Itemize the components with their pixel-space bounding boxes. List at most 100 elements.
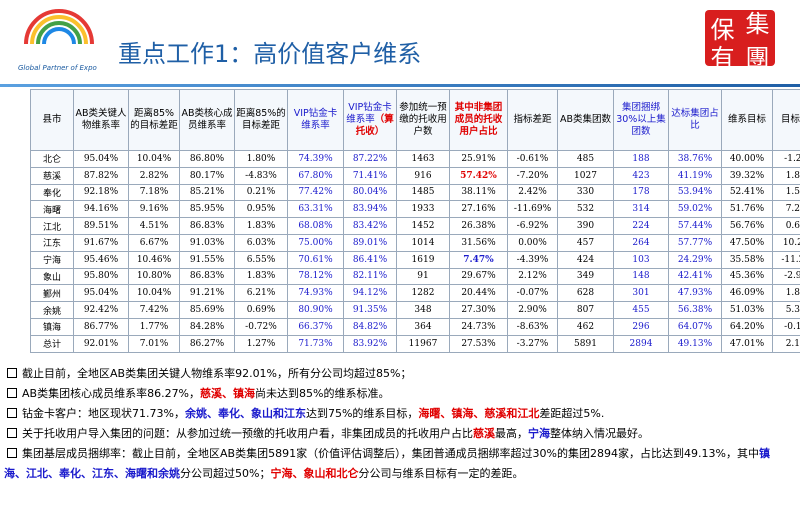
header-cell: 其中非集团成员的托收用户占比 — [449, 89, 508, 151]
table-cell: 1.77% — [128, 317, 180, 336]
header-cell: 集团捆绑30%以上集团数 — [613, 89, 669, 151]
table-cell: 1.53% — [772, 183, 800, 202]
table-cell: 485 — [557, 150, 614, 168]
bullet-text: 镇海、江北、奉化、江东、海曙和余姚 — [4, 447, 770, 480]
table-cell: 2.12% — [772, 334, 800, 353]
table-cell: 532 — [557, 200, 614, 219]
slide-title: 重点工作1：高价值客户维系 — [118, 40, 422, 68]
table-cell: 27.16% — [449, 200, 508, 219]
table-cell: 457 — [557, 233, 614, 252]
bullet: 钻金卡客户：地区现状71.73%，余姚、奉化、象山和江东达到75%的维系目标，海… — [4, 404, 784, 424]
table-cell: 24.73% — [449, 317, 508, 336]
table-cell: 46.09% — [721, 284, 773, 303]
table-cell: 92.18% — [73, 183, 129, 202]
table-cell: 2.90% — [507, 301, 558, 319]
logo-caption: Global Partner of Expo — [18, 64, 97, 72]
table-cell: 89.51% — [73, 217, 129, 235]
table-cell: 7.01% — [128, 334, 180, 353]
table-row: 镇海 86.77% 1.77% 84.28% -0.72% 66.37% 84.82% 364… — [30, 317, 800, 336]
table-cell: 66.37% — [287, 317, 344, 336]
table-cell: 38.76% — [668, 150, 722, 168]
bullet-text: 慈溪 — [473, 427, 495, 440]
bullet-list: 截止目前，全地区AB类集团关键人物维系率92.01%，所有分公司均超过85%； A… — [4, 364, 784, 484]
table-cell: 71.73% — [287, 334, 344, 353]
table-cell: 总计 — [30, 334, 74, 353]
header-cell: 参加统一预缴的托收用户数 — [396, 89, 450, 151]
table-cell: 224 — [613, 217, 669, 235]
stamp: 保 集 有 團 — [705, 10, 775, 72]
table-cell: -0.14% — [772, 317, 800, 336]
bullet-text: 分公司与维系目标有一定的差距。 — [358, 467, 524, 480]
table-cell: 1.83% — [234, 217, 288, 235]
table-cell: 1014 — [396, 233, 450, 252]
header-text: 其中非集团成员的托收用户占比 — [454, 102, 503, 137]
table-cell: 35.58% — [721, 250, 773, 269]
header-text: 集团捆绑30%以上集团数 — [616, 102, 666, 137]
table-cell: -8.63% — [507, 317, 558, 336]
table-cell: 6.03% — [234, 233, 288, 252]
table-cell: 75.00% — [287, 233, 344, 252]
table-cell: 84.82% — [343, 317, 397, 336]
table-cell: 49.13% — [668, 334, 722, 353]
table-row: 鄞州 95.04% 10.04% 91.21% 6.21% 74.93% 94.12% 128… — [30, 284, 800, 303]
table-cell: 27.53% — [449, 334, 508, 353]
header-cell: AB类集团数 — [557, 89, 614, 151]
header-text: 县市 — [42, 114, 62, 125]
table-cell: 1485 — [396, 183, 450, 202]
bullet: 关于托收用户导入集团的问题：从参加过统一预缴的托收用户看，非集团成员的托收用户占… — [4, 424, 784, 444]
table-cell: -0.07% — [507, 284, 558, 303]
table-cell: 海曙 — [30, 200, 74, 219]
table-cell: 86.27% — [179, 334, 235, 353]
table-cell: 628 — [557, 284, 614, 303]
bullet-text: 海曙、镇海、慈溪和江北 — [418, 407, 540, 420]
table-cell: -7.20% — [507, 166, 558, 185]
header-cell: AB类关键人物维系率 — [73, 89, 129, 151]
table-cell: 0.69% — [234, 301, 288, 319]
table-cell: 56.38% — [668, 301, 722, 319]
table-cell: -4.39% — [507, 250, 558, 269]
table-cell: 2894 — [613, 334, 669, 353]
table-cell: 85.69% — [179, 301, 235, 319]
table-cell: 301 — [613, 284, 669, 303]
table-cell: 57.77% — [668, 233, 722, 252]
bullet: AB类集团核心成员维系率86.27%，慈溪、镇海尚未达到85%的维系标准。 — [4, 384, 784, 404]
header-cell: 距离85%的目标差距 — [128, 89, 180, 151]
table-cell: -4.83% — [234, 166, 288, 185]
table-cell: 象山 — [30, 267, 74, 286]
header-text: 目标差距 — [780, 114, 800, 125]
bullet-text: 整体纳入情况最好。 — [550, 427, 649, 440]
table-cell: 40.00% — [721, 150, 773, 168]
table-cell: 10.04% — [128, 284, 180, 303]
table-cell: 0.95% — [234, 200, 288, 219]
table-cell: 9.16% — [128, 200, 180, 219]
table-cell: 95.04% — [73, 150, 129, 168]
table-cell: 64.20% — [721, 317, 773, 336]
table-cell: 349 — [557, 267, 614, 286]
header-text: 维系目标 — [727, 114, 766, 125]
table-cell: 74.93% — [287, 284, 344, 303]
table-cell: 2.82% — [128, 166, 180, 185]
bullet-text: 最高， — [495, 427, 528, 440]
header-row: 县市 AB类关键人物维系率 距离85%的目标差距 AB类核心成员维系率 距离85%的目标… — [30, 89, 800, 151]
header-cell: VIP钻金卡维系率 — [287, 89, 344, 151]
table-cell: 11967 — [396, 334, 450, 353]
table-cell: 慈溪 — [30, 166, 74, 185]
table-cell: 江北 — [30, 217, 74, 235]
table-cell: 7.42% — [128, 301, 180, 319]
table-cell: 1.80% — [234, 150, 288, 168]
table-cell: 47.50% — [721, 233, 773, 252]
bullet-marker — [7, 428, 17, 438]
table-cell: 7.26% — [772, 200, 800, 219]
table-cell: -0.72% — [234, 317, 288, 336]
bullet-text: AB类集团核心成员维系率86.27%， — [22, 387, 201, 400]
table-row: 宁海 95.46% 10.46% 91.55% 6.55% 70.61% 86.41% 161… — [30, 250, 800, 269]
table-cell: 5.35% — [772, 301, 800, 319]
table-cell: 390 — [557, 217, 614, 235]
table-cell: 1.83% — [234, 267, 288, 286]
table-row: 海曙 94.16% 9.16% 85.95% 0.95% 63.31% 83.94% 1933… — [30, 200, 800, 219]
table-cell: 148 — [613, 267, 669, 286]
table-cell: 0.21% — [234, 183, 288, 202]
header-text: 参加统一预缴的托收用户数 — [399, 102, 447, 137]
bullet-text: 集团基层成员捆绑率：截止目前，全地区AB类集团5891家（价值评估调整后），集团… — [22, 447, 759, 460]
